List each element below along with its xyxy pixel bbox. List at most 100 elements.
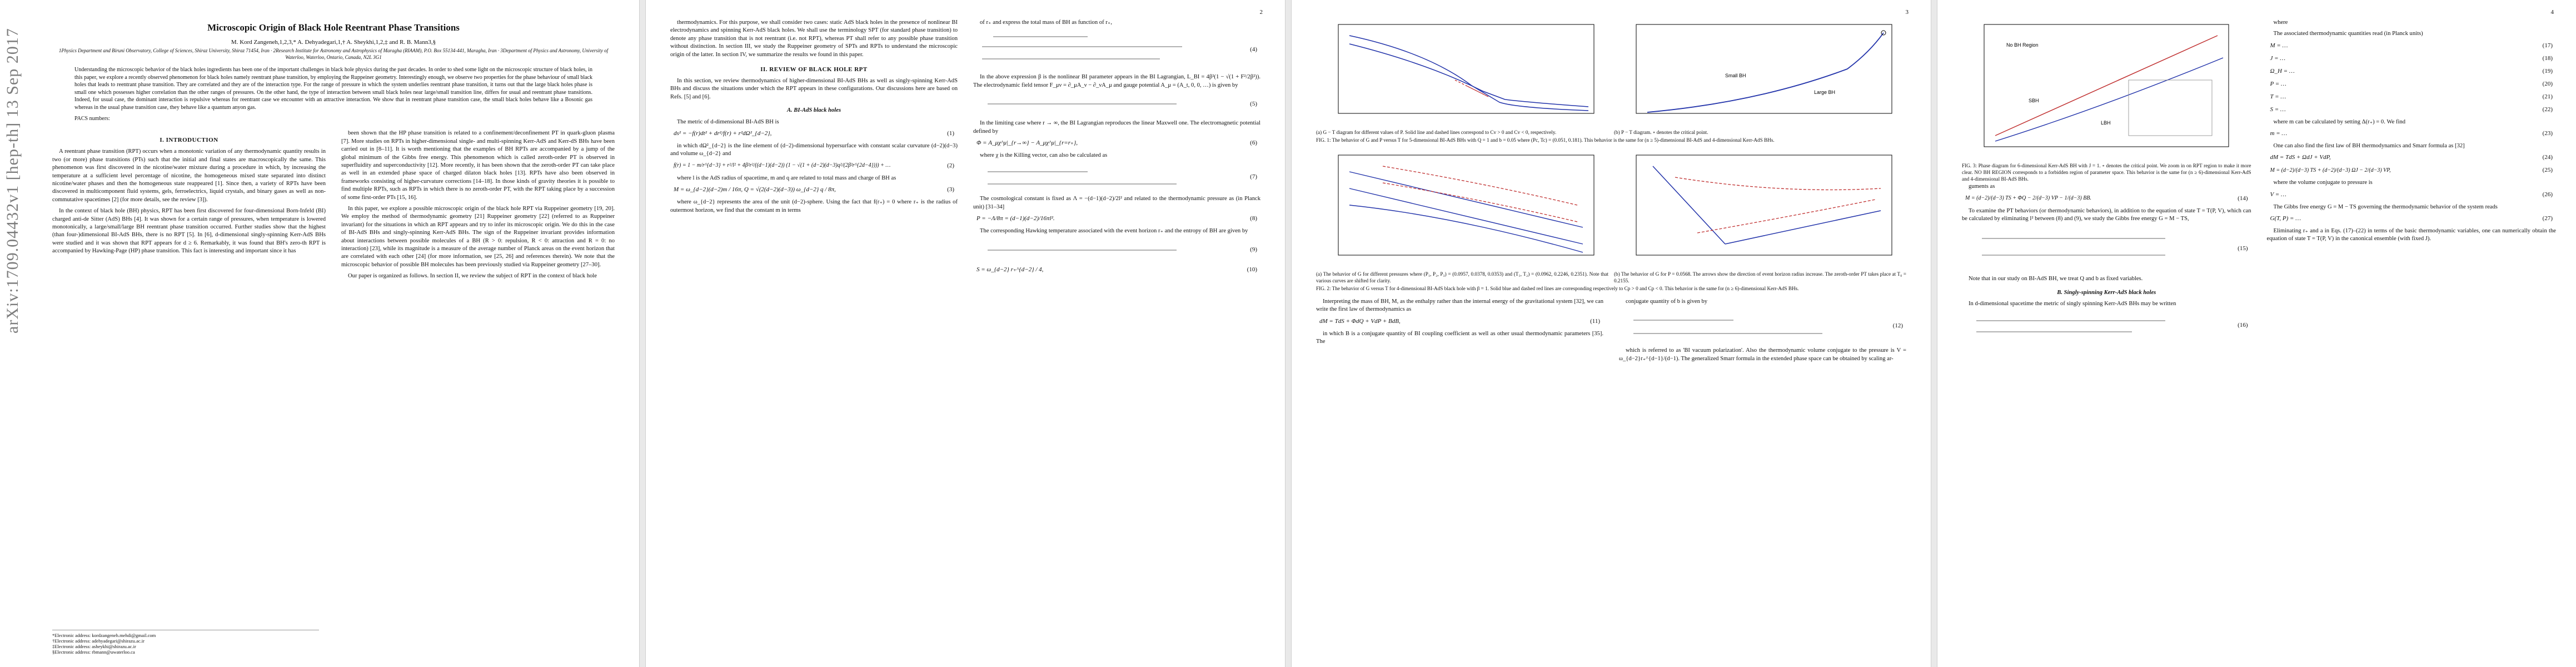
paragraph: where l is the AdS radius of spacetime, … bbox=[677, 175, 896, 181]
subsection-heading: B. Singly-spinning Kerr-AdS black holes bbox=[2057, 289, 2156, 296]
equation-graphic bbox=[982, 37, 1182, 59]
paragraph: thermodynamics. For this purpose, we sha… bbox=[670, 19, 958, 58]
equation: (12) bbox=[1619, 309, 1906, 342]
paragraph: where χ is the Killing vector, can also … bbox=[980, 152, 1108, 158]
equation-graphic bbox=[988, 103, 1177, 104]
equation-graphic bbox=[1982, 238, 2165, 256]
paper-page-3: 3 (a) G − T diagram for different values… bbox=[1292, 0, 1931, 667]
plot-label-small-bh: Small BH bbox=[1725, 73, 1746, 78]
footnote: †Electronic address: adehyadegari@shiraz… bbox=[52, 638, 145, 644]
equation-graphic bbox=[1976, 320, 2165, 332]
column-right: conjugate quantity of b is given by (12)… bbox=[1619, 298, 1906, 366]
figure-2: (a) The behavior of G for different pres… bbox=[1316, 150, 1906, 285]
figure-2-caption: FIG. 2: The behavior of G versus T for 4… bbox=[1316, 285, 1799, 291]
subsection-heading: A. BI-AdS black holes bbox=[786, 107, 841, 114]
equation-graphic bbox=[1633, 320, 1822, 334]
footnote: §Electronic address: rbmann@uwaterloo.ca bbox=[52, 649, 135, 655]
paragraph: One can also find the first law of BH th… bbox=[2273, 142, 2465, 149]
paragraph: A reentrant phase transition (RPT) occur… bbox=[52, 148, 326, 203]
footnotes: *Electronic address: kordzangeneh.mehdi@… bbox=[52, 630, 319, 655]
equation: M = (d−2)/(d−3) TS + (d−2)/(d−3) ΩJ − 2/… bbox=[2270, 167, 2553, 174]
paragraph: In d-dimensional spacetime the metric of… bbox=[1969, 301, 2176, 307]
paper-page-4: 4 No BH Region SBH LBH FIG. 3: Phase dia… bbox=[1937, 0, 2576, 667]
equation: M = ω_{d−2}(d−2)m / 16π, Q = √(2(d−2)(d−… bbox=[674, 186, 954, 193]
column-right: been shown that the HP phase transition … bbox=[341, 130, 615, 283]
paragraph: In the above expression β is the nonline… bbox=[973, 74, 1260, 88]
equation: (9) bbox=[973, 239, 1260, 261]
paragraph: In this paper, we explore a possible mic… bbox=[341, 206, 615, 268]
affiliations: 1Physics Department and Biruni Observato… bbox=[58, 48, 609, 60]
equation: S = ω_{d−2} r₊^{d−2} / 4, (10) bbox=[976, 266, 1257, 273]
paragraph: To examine the PT behaviors (or thermody… bbox=[1962, 207, 2251, 222]
equation: dM = TdS + ΦdQ + VdP + ΒdB, (11) bbox=[1319, 317, 1600, 325]
paragraph: The associated thermodynamic quantities … bbox=[2273, 31, 2423, 37]
paragraph: Eliminating r₊ and a in Eqs. (17)–(22) i… bbox=[2266, 227, 2557, 242]
equation: V = … (26) bbox=[2270, 191, 2553, 198]
plot-label-lbh: LBH bbox=[2101, 120, 2111, 126]
paragraph: in which B is a conjugate quantity of BI… bbox=[1316, 330, 1603, 345]
equation-block: M = … (17) J = … (18) Ω_H = … (19) P = … (20… bbox=[2270, 42, 2553, 113]
footnote: ‡Electronic address: asheykhi@shirazu.ac… bbox=[52, 644, 136, 649]
page-number: 4 bbox=[2550, 9, 2554, 16]
equation-graphic bbox=[976, 239, 1188, 261]
paper-page-1: arXiv:1709.04432v1 [hep-th] 13 Sep 2017 … bbox=[0, 0, 639, 667]
page-number: 2 bbox=[1259, 9, 1263, 16]
paragraph: where bbox=[2273, 19, 2288, 26]
figure-caption: (a) G − T diagram for different values o… bbox=[1316, 130, 1557, 135]
equation: f(r) = 1 − m/r^{d−3} + r²/l² + 4β²r²/((d… bbox=[674, 162, 954, 169]
paragraph: where ω_{d−2} represents the area of the… bbox=[670, 199, 958, 213]
figure-2a-plot bbox=[1338, 155, 1595, 256]
figure-1-caption: FIG. 1: The behavior of G and P versus T… bbox=[1316, 137, 1775, 143]
paragraph: In this section, we review thermodynamic… bbox=[670, 77, 958, 100]
equation: P = −Λ/8π = (d−1)(d−2)/16πl². (8) bbox=[976, 215, 1257, 222]
figure-3-caption: FIG. 3: Phase diagram for 6-dimensional … bbox=[1962, 163, 2251, 182]
paragraph: In the limiting case where r → ∞, the BI… bbox=[973, 120, 1260, 135]
author-list: M. Kord Zangeneh,1,2,3,* A. Dehyadegari,… bbox=[231, 39, 436, 46]
equation-graphic bbox=[988, 171, 1177, 185]
figure-1: (a) G − T diagram for different values o… bbox=[1316, 19, 1906, 136]
paper-page-2: 2 thermodynamics. For this purpose, we s… bbox=[646, 0, 1285, 667]
figure-caption: (a) The behavior of G for different pres… bbox=[1316, 271, 1608, 283]
column-left: I. INTRODUCTION A reentrant phase transi… bbox=[52, 130, 326, 283]
equation: m = … (23) bbox=[2270, 130, 2553, 137]
equation: (5) bbox=[973, 93, 1260, 115]
paper-title: Microscopic Origin of Black Hole Reentra… bbox=[207, 22, 460, 33]
column-left: No BH Region SBH LBH FIG. 3: Phase diagr… bbox=[1962, 19, 2251, 344]
equation: M = (d−2)/(d−3) TS + ΦQ − 2/(d−3) VP − 1… bbox=[1965, 195, 2248, 202]
equation: G(T, P) = … (27) bbox=[2270, 215, 2553, 222]
paragraph: been shown that the HP phase transition … bbox=[341, 130, 615, 201]
paragraph: In the context of black hole (BH) physic… bbox=[52, 208, 326, 255]
section-heading-introduction: I. INTRODUCTION bbox=[160, 137, 218, 144]
paragraph: guments as bbox=[1969, 183, 1995, 190]
figure-2b-plot bbox=[1636, 155, 1892, 256]
page-number: 3 bbox=[1905, 9, 1909, 16]
equation: (4) bbox=[973, 30, 1260, 69]
paragraph: Interpreting the mass of BH, M, as the e… bbox=[1316, 298, 1603, 313]
plot-label-large-bh: Large BH bbox=[1814, 89, 1835, 95]
abstract: Understanding the microscopic behavior o… bbox=[74, 67, 592, 111]
pacs-numbers: PACS numbers: bbox=[74, 116, 110, 122]
column-right: where The associated thermodynamic quant… bbox=[2267, 19, 2557, 344]
paragraph: where the volume conjugate to pressure i… bbox=[2273, 180, 2373, 186]
figure-caption: (b) P − T diagram. ∘ denotes the critica… bbox=[1614, 130, 1708, 135]
figure-1a-plot bbox=[1338, 24, 1595, 114]
equation: Φ = A_μχ^μ|_{r→∞} − A_μχ^μ|_{r=r₊}, (6) bbox=[976, 140, 1257, 147]
paragraph: which is referred to as 'BI vacuum polar… bbox=[1619, 347, 1906, 362]
equation: (7) bbox=[973, 163, 1260, 191]
paragraph: of r₊ and express the total mass of BH a… bbox=[980, 19, 1113, 26]
plot-label-sbh: SBH bbox=[2029, 98, 2039, 103]
equation: ds² = −f(r)dt² + dr²/f(r) + r²dΩ²_{d−2},… bbox=[674, 130, 954, 137]
plot-label-no-bh-region: No BH Region bbox=[2006, 42, 2039, 48]
paragraph: conjugate quantity of b is given by bbox=[1626, 298, 1708, 305]
figure-1b-plot: Small BH Large BH bbox=[1636, 24, 1892, 114]
figure-caption: (b) The behavior of G for P = 0.0568. Th… bbox=[1614, 271, 1906, 283]
paragraph: The cosmological constant is fixed as Λ … bbox=[973, 196, 1260, 210]
paragraph: in which dΩ²_{d−2} is the line element o… bbox=[670, 142, 958, 157]
paragraph: where m can be calculated by setting Δ(r… bbox=[2273, 118, 2406, 125]
arxiv-stamp: arXiv:1709.04432v1 [hep-th] 13 Sep 2017 bbox=[3, 28, 22, 334]
column-left: Interpreting the mass of BH, M, as the e… bbox=[1316, 298, 1603, 366]
figure-3-plot: No BH Region SBH LBH bbox=[1984, 24, 2229, 147]
paragraph: The metric of d-dimensional BI-AdS BH is bbox=[677, 118, 779, 125]
paragraph: The Gibbs free energy G = M − TS governi… bbox=[2273, 203, 2498, 210]
section-heading: II. REVIEW OF BLACK HOLE RPT bbox=[760, 66, 868, 73]
